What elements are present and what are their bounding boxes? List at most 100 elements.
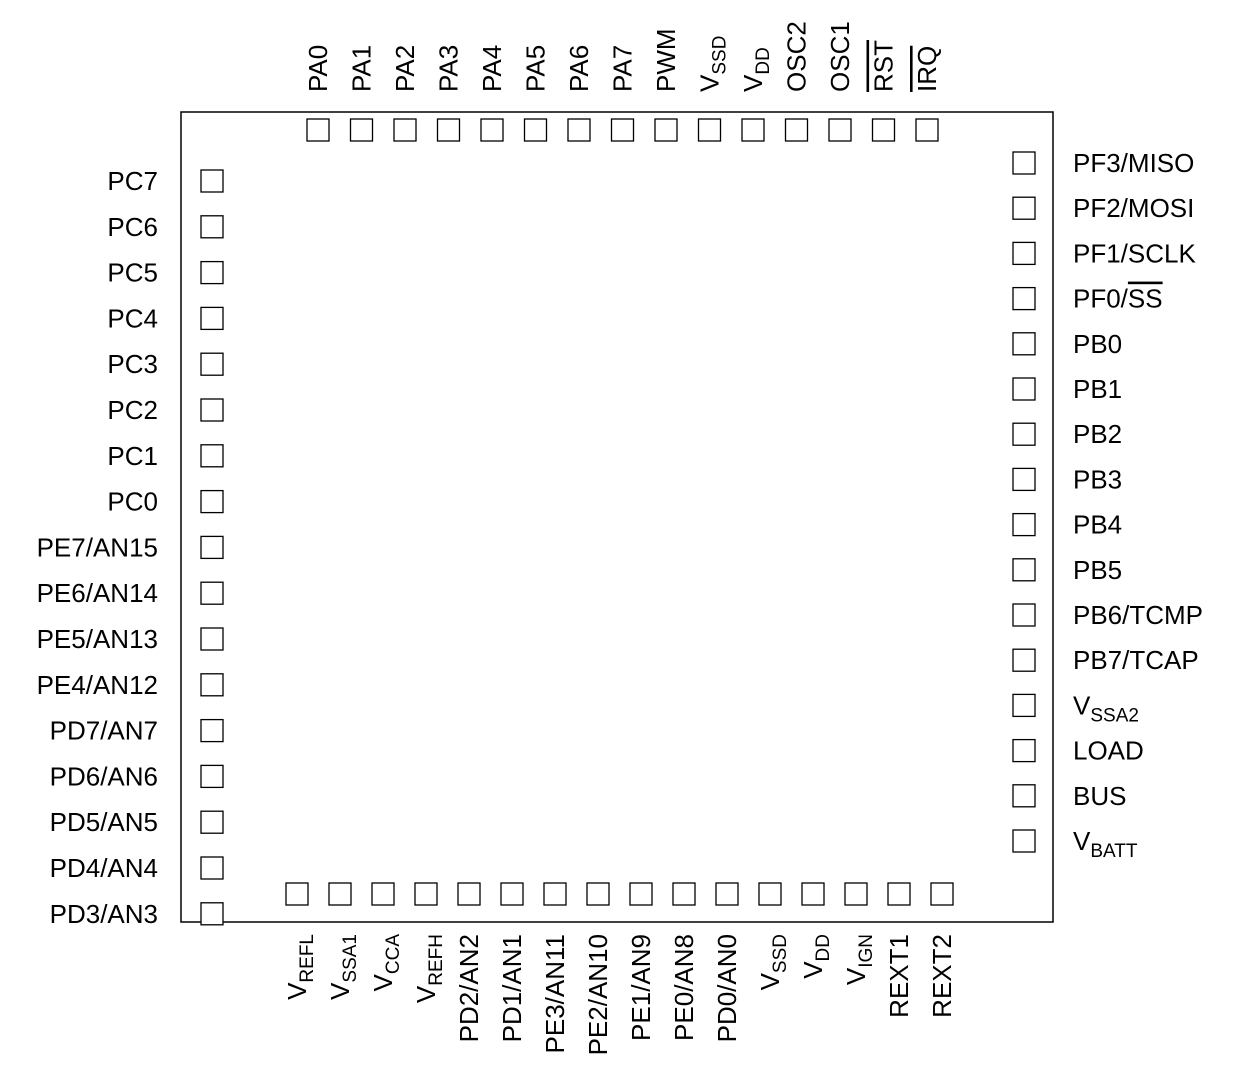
pin-pad-left-3 — [200, 260, 224, 285]
pin-pad-top-13 — [828, 118, 852, 142]
pin-pad-right-8 — [1012, 467, 1036, 492]
pin-label-pa5: PA5 — [521, 45, 551, 92]
pin-label-pc2: PC2 — [107, 395, 158, 425]
pin-label-pb1: PB1 — [1073, 374, 1122, 404]
pin-label-rext2: REXT2 — [927, 934, 957, 1018]
pin-pad-bottom-14 — [844, 882, 868, 906]
pin-label-vssd: VSSD — [755, 934, 791, 990]
pin-label-vrefl: VREFL — [282, 934, 318, 1000]
pin-label-vbatt: VBATT — [1073, 826, 1138, 862]
pin-pad-bottom-8 — [586, 882, 610, 906]
pin-pad-right-12 — [1012, 648, 1036, 672]
pin-pad-left-8 — [200, 489, 224, 514]
pin-label-pa0: PA0 — [303, 45, 333, 92]
pin-pad-left-16 — [200, 856, 224, 880]
pin-label-pb6-tcmp: PB6/TCMP — [1073, 600, 1203, 630]
pin-label-pe4-an12: PE4/AN12 — [37, 670, 158, 700]
pin-label-pc3: PC3 — [107, 349, 158, 379]
pin-pad-left-14 — [200, 764, 224, 789]
pin-pad-left-11 — [200, 627, 224, 651]
pin-pad-top-14 — [871, 118, 896, 142]
pin-label-bus: BUS — [1073, 781, 1126, 811]
pin-pad-bottom-7 — [543, 882, 567, 906]
pin-label-pa1: PA1 — [347, 45, 377, 92]
pin-label-pb7-tcap: PB7/TCAP — [1073, 645, 1199, 675]
pin-pad-top-10 — [697, 118, 722, 142]
pin-pad-top-2 — [349, 118, 374, 142]
pin-label-pc1: PC1 — [107, 441, 158, 471]
pin-pad-top-11 — [741, 118, 765, 142]
pin-pad-left-13 — [200, 718, 224, 743]
pin-label-pc6: PC6 — [107, 212, 158, 242]
pin-pad-right-11 — [1012, 603, 1036, 627]
pin-label-vssa2: VSSA2 — [1073, 690, 1139, 726]
pin-pad-left-10 — [200, 581, 224, 605]
pin-label-pb4: PB4 — [1073, 510, 1122, 540]
pin-pad-left-17 — [200, 902, 224, 926]
pin-label-pf0-ss: PF0/SS — [1073, 284, 1163, 314]
pin-label-vssa1: VSSA1 — [325, 934, 361, 1000]
pin-pad-top-12 — [784, 118, 809, 142]
pin-pad-top-6 — [523, 118, 548, 142]
pin-pad-bottom-3 — [371, 882, 395, 906]
pin-label-vssd: VSSD — [695, 36, 731, 92]
pin-label-rext1: REXT1 — [884, 934, 914, 1018]
pin-label-pf1-sclk: PF1/SCLK — [1073, 238, 1196, 268]
pin-pad-right-15 — [1012, 784, 1036, 808]
pin-label-pa2: PA2 — [390, 45, 420, 92]
pin-pad-left-15 — [200, 810, 224, 834]
pin-label-pa3: PA3 — [434, 45, 464, 92]
pin-label-pe2-an10: PE2/AN10 — [583, 934, 613, 1055]
pin-label-vrefh: VREFH — [411, 934, 447, 1003]
pin-label-pd7-an7: PD7/AN7 — [50, 716, 158, 746]
pin-label-vign: VIGN — [841, 934, 877, 985]
pin-label-pa4: PA4 — [477, 45, 507, 92]
pin-label-pd4-an4: PD4/AN4 — [50, 853, 158, 883]
pin-label-pc0: PC0 — [107, 487, 158, 517]
pin-label-pc5: PC5 — [107, 258, 158, 288]
pin-pad-bottom-13 — [801, 882, 825, 906]
pin-pad-right-7 — [1012, 422, 1036, 446]
pin-pad-left-5 — [200, 352, 224, 376]
pin-pad-top-4 — [436, 118, 461, 142]
pin-pad-top-8 — [610, 118, 635, 142]
pin-pad-top-1 — [306, 118, 330, 142]
pin-label-pe5-an13: PE5/AN13 — [37, 624, 158, 654]
pin-label-pe1-an9: PE1/AN9 — [626, 934, 656, 1041]
pin-label-pf3-miso: PF3/MISO — [1073, 148, 1194, 178]
pin-pad-left-12 — [200, 673, 224, 697]
pin-label-pe3-an11: PE3/AN11 — [540, 934, 570, 1053]
pin-pad-bottom-12 — [758, 882, 782, 906]
pin-label-osc2: OSC2 — [782, 21, 812, 92]
pin-label-pd1-an1: PD1/AN1 — [497, 934, 527, 1042]
pin-label-pe6-an14: PE6/AN14 — [37, 578, 158, 608]
pin-pad-bottom-2 — [328, 882, 352, 906]
pin-pad-left-4 — [200, 306, 224, 331]
pin-pad-bottom-9 — [629, 882, 653, 906]
pin-label-pf2-mosi: PF2/MOSI — [1073, 193, 1194, 223]
pin-label-rst: RST — [869, 40, 899, 92]
pin-label-vdd: VDD — [738, 47, 774, 92]
chip-package-outline — [180, 111, 1054, 923]
pin-label-pa7: PA7 — [608, 45, 638, 92]
pin-label-vcca: VCCA — [368, 934, 404, 992]
pin-pad-right-14 — [1012, 738, 1036, 763]
pin-label-pd5-an5: PD5/AN5 — [50, 807, 158, 837]
pin-pad-bottom-5 — [457, 882, 481, 906]
right-pin-column: PF3/MISO PF2/MOSI PF1/SCLK PF0/SS PB0 PB1 PB2 P… — [1012, 148, 1203, 862]
pin-label-load: LOAD — [1073, 736, 1144, 766]
pin-pad-top-5 — [480, 118, 504, 142]
pin-pad-left-1 — [200, 169, 224, 193]
pin-label-pe7-an15: PE7/AN15 — [37, 532, 158, 562]
pin-pad-right-5 — [1012, 332, 1036, 356]
pin-pad-top-15 — [915, 118, 939, 142]
pin-pad-bottom-10 — [672, 882, 696, 906]
pin-pad-left-2 — [200, 215, 224, 239]
pin-label-pb3: PB3 — [1073, 464, 1122, 494]
pin-pad-bottom-1 — [285, 882, 309, 906]
pin-label-pd0-an0: PD0/AN0 — [712, 934, 742, 1042]
pin-label-pb5: PB5 — [1073, 555, 1122, 585]
pin-label-pd6-an6: PD6/AN6 — [50, 761, 158, 791]
